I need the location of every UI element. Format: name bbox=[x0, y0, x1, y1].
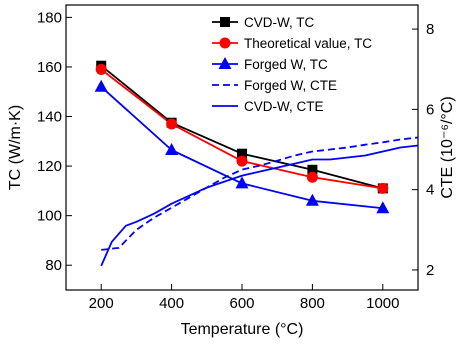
data-point-theoretical-value-tc bbox=[377, 182, 389, 194]
data-point-theoretical-value-tc bbox=[236, 155, 248, 167]
data-point-theoretical-value-tc bbox=[95, 63, 107, 75]
x-tick-label: 200 bbox=[89, 295, 114, 312]
x-tick-label: 400 bbox=[159, 295, 184, 312]
data-point-forged-w-tc bbox=[235, 176, 249, 189]
series-line-cvd-w-tc bbox=[100, 65, 384, 190]
data-point-forged-w-tc bbox=[376, 201, 390, 214]
legend-marker-theoretical-value-tc bbox=[219, 37, 231, 49]
data-point-theoretical-value-tc bbox=[306, 171, 318, 183]
series-line-theoretical-value-tc bbox=[100, 68, 383, 190]
data-point-cvd-w-tc bbox=[237, 148, 247, 159]
data-point-forged-w-tc bbox=[165, 142, 179, 155]
left-y-tick-label: 140 bbox=[37, 109, 62, 126]
x-tick-label: 600 bbox=[229, 295, 254, 312]
legend-label-cvd-w-tc: CVD-W, TC bbox=[244, 15, 314, 30]
legend-label-forged-w-cte: Forged W, CTE bbox=[244, 78, 337, 93]
legend-label-cvd-w-cte: CVD-W, CTE bbox=[244, 99, 324, 114]
legend-label-forged-w-tc: Forged W, TC bbox=[244, 57, 328, 72]
data-point-cvd-w-tc bbox=[307, 164, 318, 175]
left-y-tick-label: 100 bbox=[37, 208, 62, 225]
x-axis-title: Temperature (°C) bbox=[181, 321, 304, 338]
series-markers-layer bbox=[94, 60, 390, 214]
x-tick-label: 1000 bbox=[366, 295, 399, 312]
series-lines-layer bbox=[100, 65, 419, 267]
left-y-tick-label: 180 bbox=[37, 9, 62, 26]
series-line-cvd-w-cte bbox=[100, 144, 419, 267]
series-line-forged-w-cte bbox=[101, 136, 419, 251]
left-y-axis-title: TC (W/m·K) bbox=[7, 105, 24, 190]
legend-marker-cvd-w-tc bbox=[220, 17, 230, 27]
data-point-theoretical-value-tc bbox=[166, 118, 178, 130]
legend-marker-forged-w-tc bbox=[218, 57, 232, 69]
left-y-tick-label: 120 bbox=[37, 158, 62, 175]
left-y-tick-label: 80 bbox=[45, 257, 62, 274]
left-y-tick-label: 160 bbox=[37, 59, 62, 76]
legend: CVD-W, TC Theoretical value, TC Forged W, … bbox=[212, 15, 372, 114]
right-y-tick-label: 4 bbox=[426, 182, 434, 199]
data-point-forged-w-tc bbox=[94, 79, 108, 92]
right-y-tick-label: 8 bbox=[426, 21, 434, 38]
legend-label-theoretical-value-tc: Theoretical value, TC bbox=[244, 36, 372, 51]
right-y-tick-label: 6 bbox=[426, 101, 434, 118]
data-point-forged-w-tc bbox=[305, 193, 319, 206]
x-tick-label: 800 bbox=[300, 295, 325, 312]
ticks-layer: 200 400 600 800 1000 80 100 120 140 160 180 2 4 6 8 bbox=[37, 9, 434, 312]
right-y-tick-label: 2 bbox=[426, 262, 434, 279]
right-y-axis-title: CTE (10⁻⁶/°C) bbox=[439, 96, 456, 198]
